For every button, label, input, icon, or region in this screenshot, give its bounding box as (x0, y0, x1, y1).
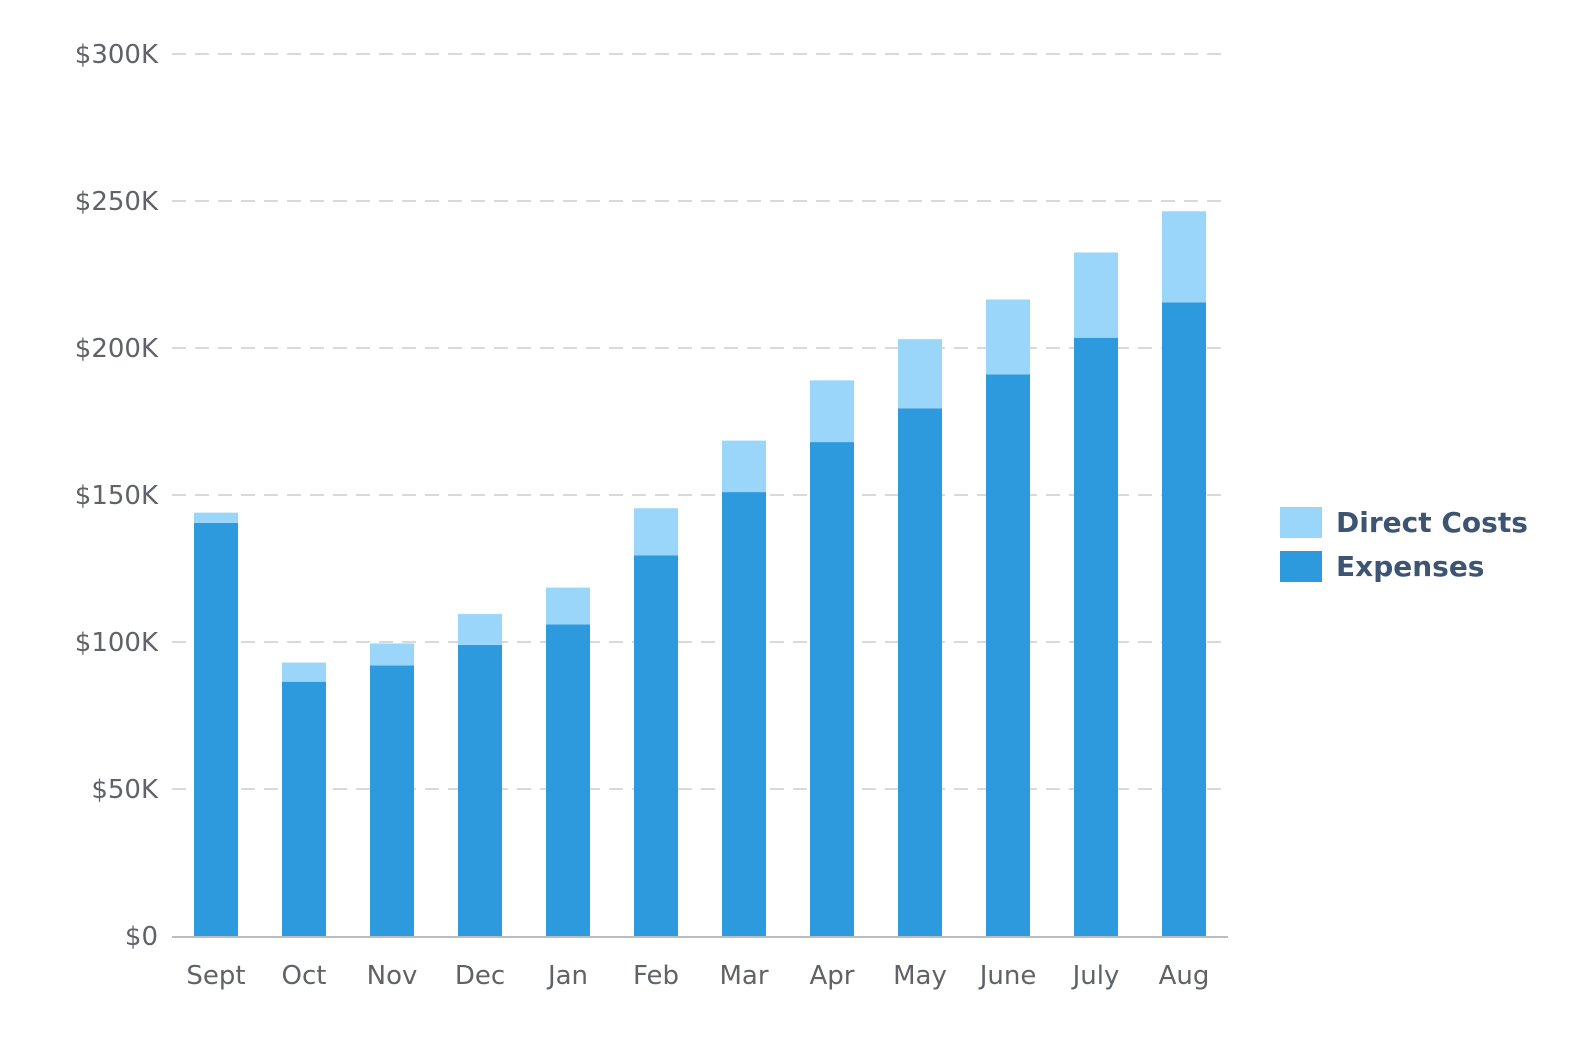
x-tick-label: Dec (455, 961, 505, 991)
bar-direct-costs-nov[interactable] (370, 643, 414, 666)
bar-direct-costs-apr[interactable] (810, 380, 854, 443)
bar-expenses-sept[interactable] (194, 522, 238, 936)
x-tick-label: Nov (367, 961, 418, 991)
bar-direct-costs-feb[interactable] (634, 508, 678, 556)
legend-item-direct-costs[interactable]: Direct Costs (1280, 500, 1528, 544)
bar-expenses-feb[interactable] (634, 555, 678, 936)
bar-direct-costs-june[interactable] (986, 299, 1030, 375)
bar-expenses-mar[interactable] (722, 492, 766, 936)
bar-direct-costs-mar[interactable] (722, 440, 766, 493)
bar-expenses-nov[interactable] (370, 665, 414, 936)
x-tick-label: May (893, 961, 947, 991)
y-axis-ticks: $0 $50K $100K $150K $200K $250K $300K (75, 40, 159, 952)
legend-swatch-direct-costs (1280, 506, 1322, 538)
x-tick-label: Aug (1159, 961, 1210, 991)
y-tick-label: $200K (75, 334, 159, 364)
legend-label-direct-costs: Direct Costs (1336, 505, 1528, 539)
bar-expenses-aug[interactable] (1162, 302, 1206, 936)
y-tick-label: $150K (75, 481, 159, 511)
bar-direct-costs-aug[interactable] (1162, 211, 1206, 303)
bar-direct-costs-july[interactable] (1074, 252, 1118, 338)
x-tick-label: Sept (186, 961, 245, 991)
x-tick-label: Jan (546, 961, 588, 991)
x-tick-label: Mar (719, 961, 768, 991)
bars-layer (194, 211, 1206, 937)
chart-legend: Direct Costs Expenses (1280, 500, 1528, 588)
bar-direct-costs-may[interactable] (898, 339, 942, 409)
bar-expenses-may[interactable] (898, 408, 942, 936)
y-tick-label: $300K (75, 40, 159, 70)
bar-expenses-jan[interactable] (546, 624, 590, 936)
bar-expenses-oct[interactable] (282, 681, 326, 936)
grid-layer (172, 53, 1228, 790)
bar-expenses-july[interactable] (1074, 337, 1118, 937)
x-tick-label: July (1071, 961, 1120, 991)
y-tick-label: $0 (125, 922, 158, 952)
x-tick-label: June (978, 961, 1037, 991)
legend-label-expenses: Expenses (1336, 549, 1485, 583)
bar-expenses-apr[interactable] (810, 442, 854, 936)
y-tick-label: $50K (91, 775, 159, 805)
y-tick-label: $100K (75, 628, 159, 658)
x-tick-label: Oct (282, 961, 327, 991)
bar-direct-costs-sept[interactable] (194, 512, 238, 523)
x-axis-ticks: Sept Oct Nov Dec Jan Feb Mar Apr May June July Aug (186, 961, 1209, 991)
bar-direct-costs-dec[interactable] (458, 614, 502, 645)
bar-direct-costs-oct[interactable] (282, 662, 326, 682)
legend-item-expenses[interactable]: Expenses (1280, 544, 1528, 588)
bar-direct-costs-jan[interactable] (546, 587, 590, 625)
bar-expenses-june[interactable] (986, 374, 1030, 937)
x-tick-label: Apr (810, 961, 855, 991)
bar-expenses-dec[interactable] (458, 644, 502, 936)
legend-swatch-expenses (1280, 550, 1322, 582)
y-tick-label: $250K (75, 187, 159, 217)
x-tick-label: Feb (633, 961, 679, 991)
